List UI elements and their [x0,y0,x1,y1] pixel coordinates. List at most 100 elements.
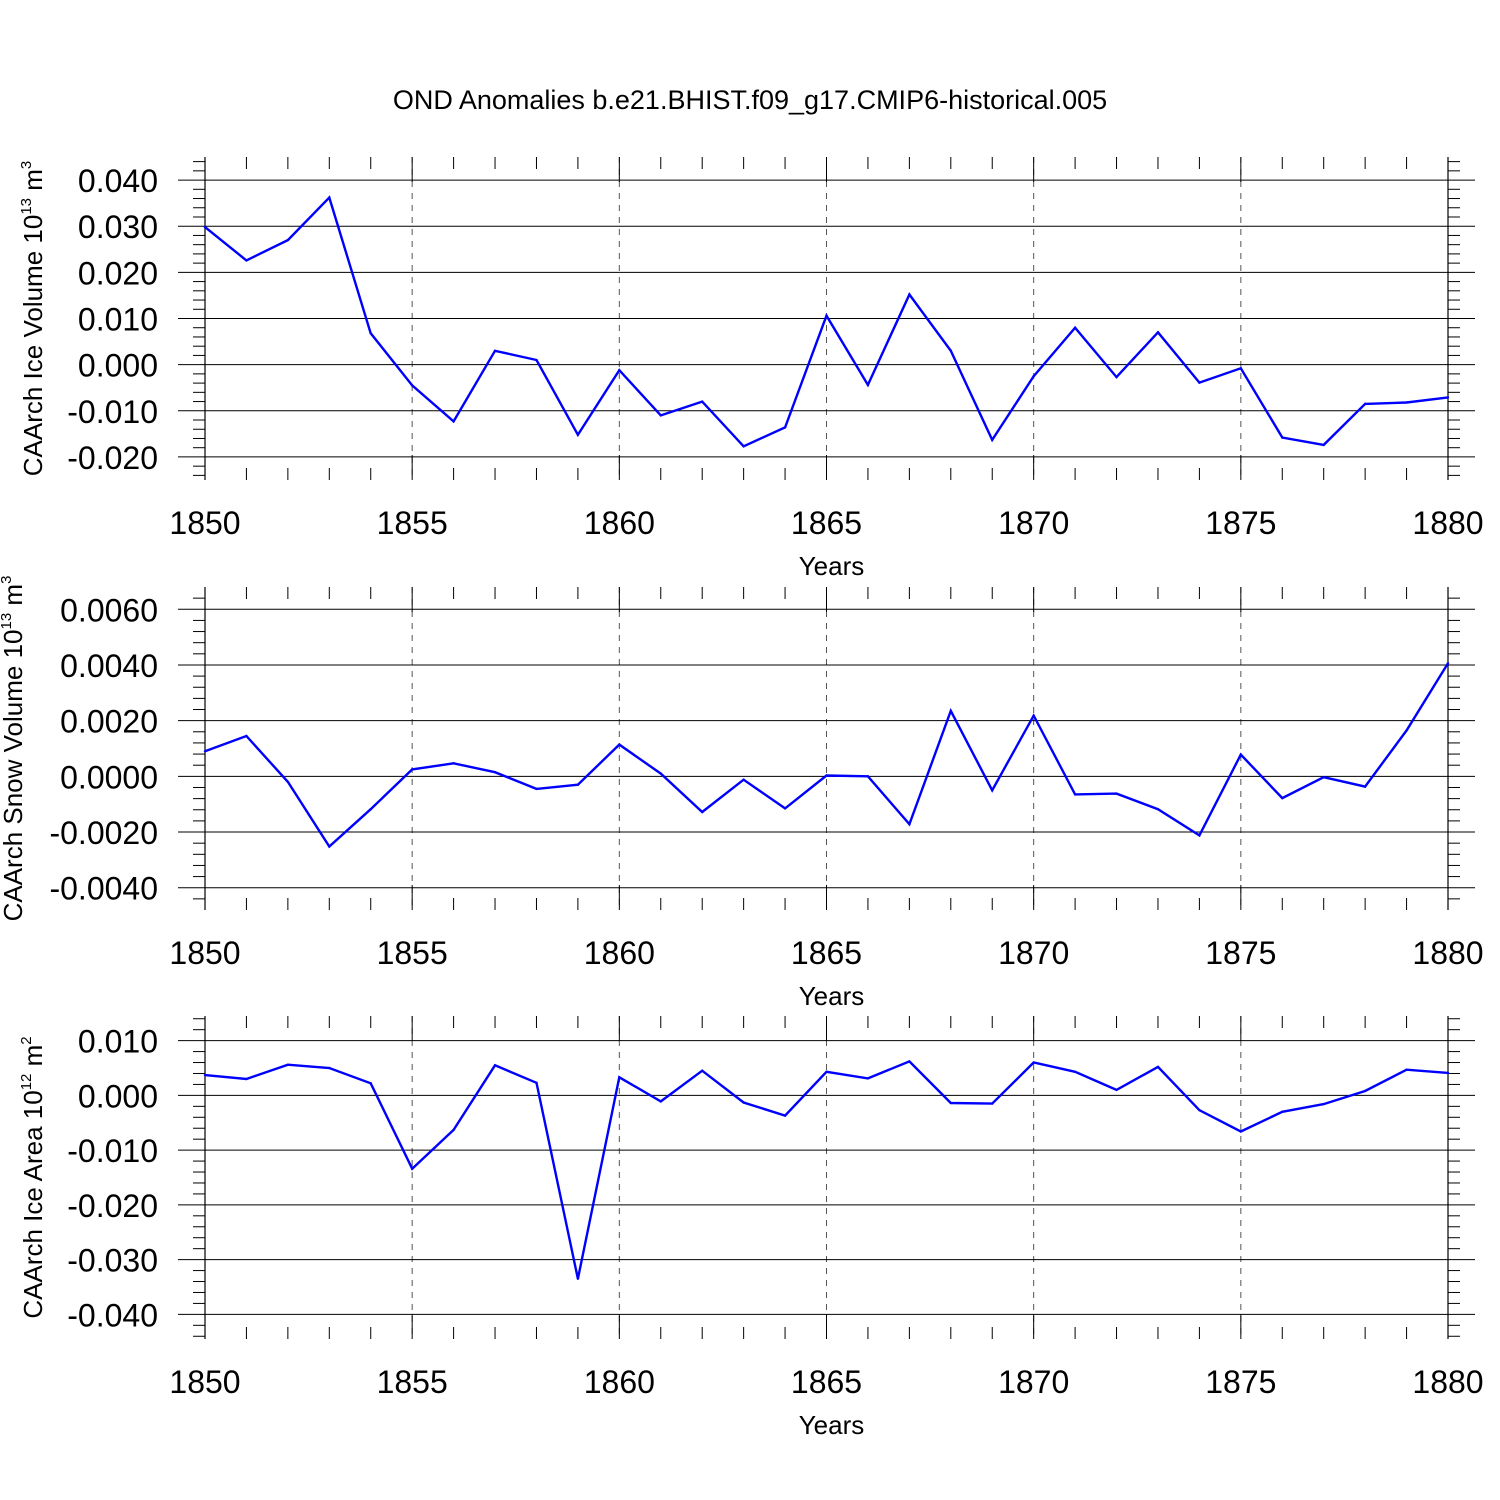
data-point [328,1066,331,1070]
data-point [1405,401,1408,404]
data-point [991,1102,994,1105]
data-point [1198,1108,1201,1112]
data-point [1073,793,1077,796]
data-point [701,1069,704,1072]
y-axis-title-exponent: 13 [18,198,35,215]
data-point [245,259,248,262]
data-point [783,807,787,810]
data-point [535,787,538,791]
data-point [535,1081,538,1084]
data-point [659,414,662,417]
data-point [1032,1061,1035,1064]
y-axis-title-unit-exponent: 3 [18,161,35,169]
data-point [493,770,497,774]
y-axis-title-unit: m [18,1045,48,1074]
data-point [286,780,290,784]
y-axis-title-unit: m [0,584,28,613]
y-axis-title: CAArch Snow Volume 1013 m3 [0,576,28,922]
y-tick-label: 0.0060 [60,592,158,628]
y-axis-title-unit-exponent: 2 [18,1036,35,1044]
data-point [1281,1110,1284,1114]
chart-panel-3: 1850 1855 1860 1865 1870 1875 1880 -0.040 -0.030… [18,1016,1484,1440]
y-tick-label: -0.020 [67,440,158,476]
data-point [742,778,745,781]
data-point [1156,808,1160,811]
y-tick-label: 0.0000 [60,759,158,795]
y-axis-title: CAArch Ice Volume 1013 m3 [18,161,48,477]
data-point [1363,1089,1367,1093]
x-tick-label: 1850 [169,505,240,541]
data-point [1239,753,1243,756]
data-point [783,1114,787,1117]
data-point [618,368,621,372]
data-point [493,1064,497,1067]
data-point [618,743,621,746]
data-point [991,789,994,792]
x-axis-title: Years [799,1410,865,1440]
y-tick-label: -0.040 [67,1297,158,1333]
data-point [1322,443,1325,447]
x-tick-label: 1875 [1205,935,1276,971]
data-point [825,314,828,317]
y-tick-label: -0.020 [67,1188,158,1224]
data-point [825,774,828,777]
data-point [908,1060,911,1063]
data-point [908,293,911,296]
y-axis-title-main: CAArch Ice Area 10 [18,1090,48,1318]
x-tick-label: 1865 [791,1364,862,1400]
data-point [203,1073,207,1077]
x-tick-label: 1855 [377,1364,448,1400]
data-point [783,426,787,429]
data-point [1446,396,1450,399]
y-axis-title: CAArch Ice Area 1012 m2 [18,1036,48,1318]
chart-panel-2: 1850 1855 1860 1865 1870 1875 1880 -0.0040 -0.00… [0,576,1484,1011]
data-point [493,349,497,352]
data-point [576,1277,580,1280]
data-point [1032,374,1035,378]
data-point [742,1101,745,1104]
data-point [1198,381,1201,384]
data-point [1156,1065,1160,1069]
y-tick-label: 0.020 [78,255,158,291]
x-tick-label: 1870 [998,1364,1069,1400]
y-tick-label: 0.0040 [60,648,158,684]
x-tick-label: 1880 [1412,935,1483,971]
y-tick-label: 0.0020 [60,704,158,740]
x-tick-label: 1850 [169,1364,240,1400]
y-axis-title-unit-exponent: 3 [0,576,15,584]
data-point [1405,1068,1408,1071]
data-point [659,772,662,775]
data-point [1405,729,1408,732]
data-point [245,1077,248,1081]
y-tick-label: -0.0020 [49,815,158,851]
data-point [1363,785,1367,788]
y-tick-label: -0.030 [67,1243,158,1279]
x-tick-label: 1860 [584,1364,655,1400]
x-tick-label: 1850 [169,935,240,971]
data-point [1073,326,1077,329]
y-tick-label: 0.010 [78,302,158,338]
data-point [245,734,248,738]
data-point [369,808,372,811]
y-axis-title-exponent: 13 [0,613,15,630]
data-point [866,1077,870,1080]
data-point [701,810,704,814]
y-tick-label: 0.000 [78,1078,158,1114]
data-point [1115,792,1118,795]
y-tick-label: -0.010 [67,1133,158,1169]
data-point [866,775,870,778]
data-point [1322,1102,1325,1106]
data-point [286,1063,290,1066]
y-axis-title-unit: m [18,169,48,198]
data-point [949,1101,952,1105]
x-tick-label: 1875 [1205,505,1276,541]
y-tick-label: 0.010 [78,1024,158,1060]
data-point [452,1128,455,1132]
y-axis-title-main: CAArch Ice Volume 10 [18,215,48,477]
y-axis-title-main: CAArch Snow Volume 10 [0,629,28,921]
data-point [203,225,207,229]
data-point [452,762,455,765]
y-tick-label: -0.010 [67,394,158,430]
y-tick-label: 0.040 [78,163,158,199]
